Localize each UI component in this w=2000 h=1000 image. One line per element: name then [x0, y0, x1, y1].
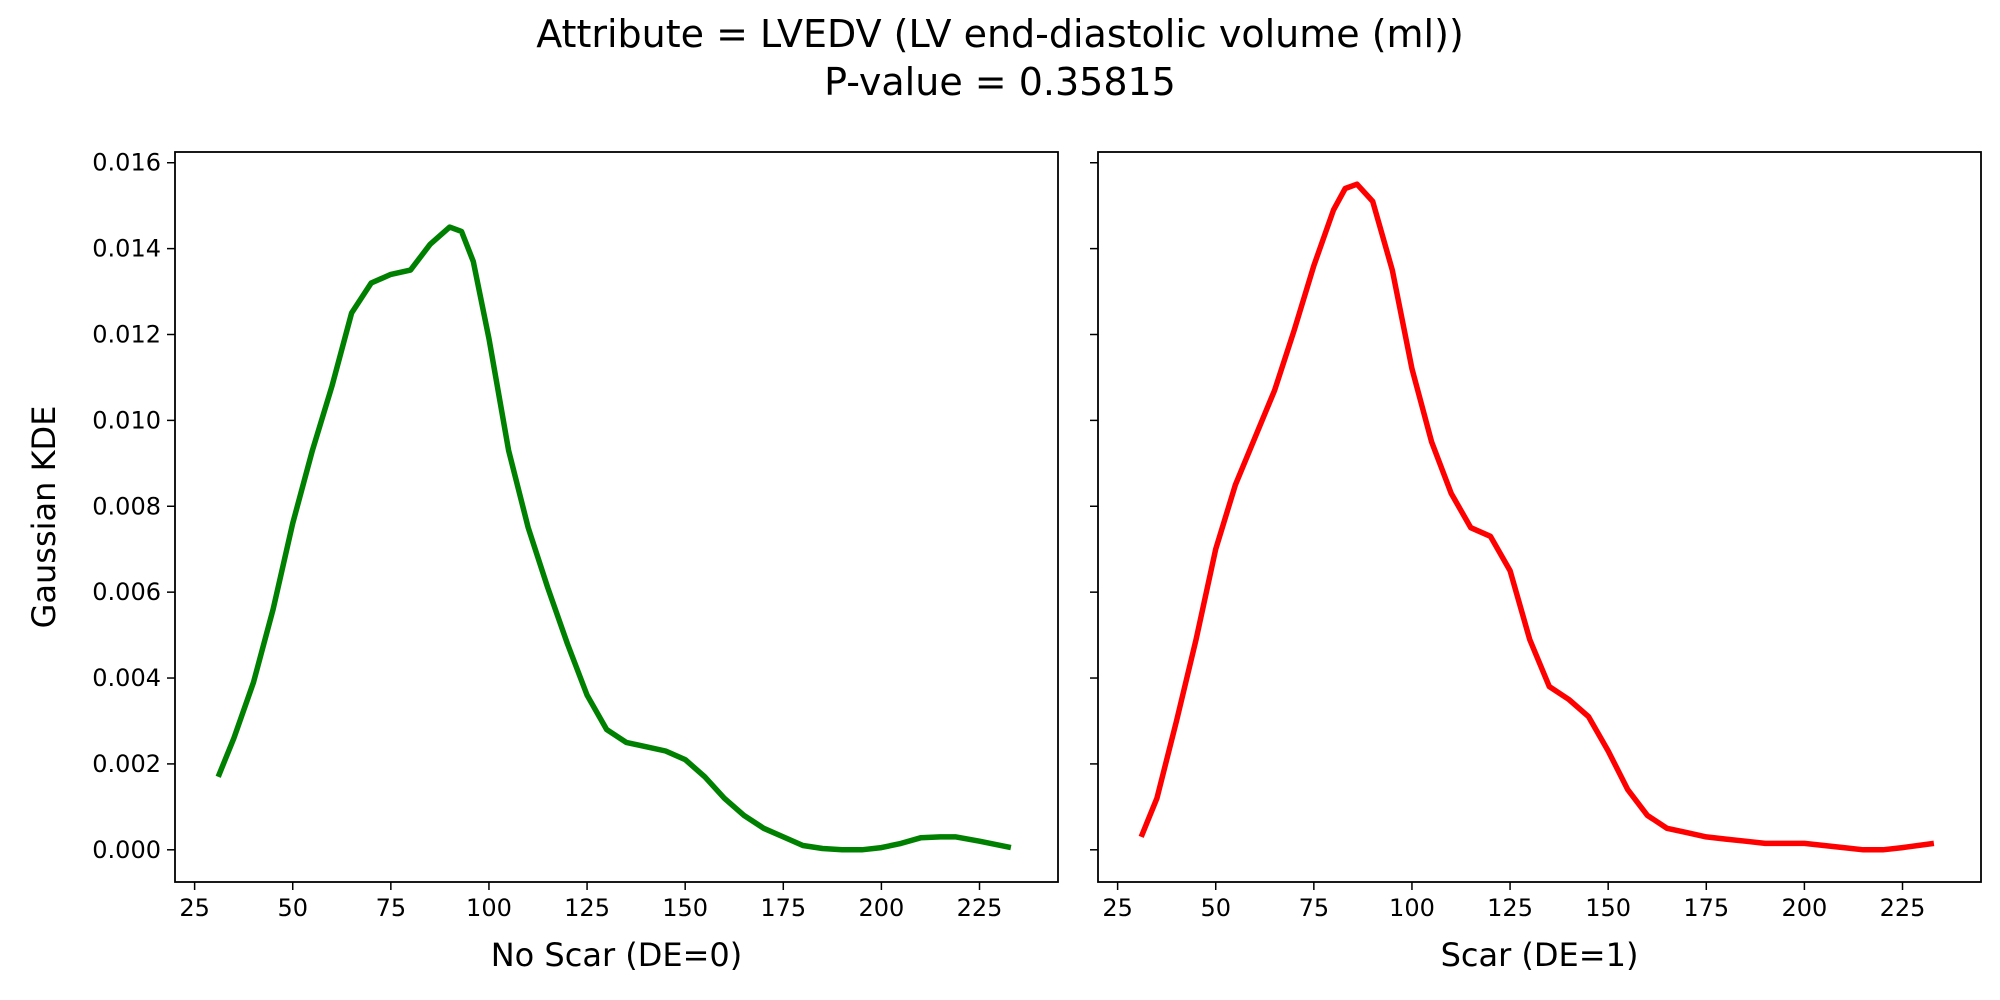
x-tick-label: 150	[1585, 894, 1631, 922]
x-tick-label: 100	[1389, 894, 1435, 922]
y-tick-label: 0.012	[92, 321, 161, 349]
y-tick-label: 0.004	[92, 664, 161, 692]
y-tick-label: 0.010	[92, 406, 161, 434]
chart-title: Attribute = LVEDV (LV end-diastolic volu…	[536, 12, 1464, 56]
x-tick-label: 175	[760, 894, 806, 922]
y-tick-label: 0.006	[92, 578, 161, 606]
x-tick-label: 50	[1200, 894, 1231, 922]
plot-frame	[1097, 151, 1982, 883]
x-axis-label: Scar (DE=1)	[1441, 936, 1639, 974]
x-axis-label: No Scar (DE=0)	[491, 936, 743, 974]
x-tick-label: 225	[957, 894, 1003, 922]
y-tick-label: 0.014	[92, 235, 161, 263]
chart-subtitle: P-value = 0.35815	[824, 60, 1176, 104]
y-tick-label: 0.000	[92, 836, 161, 864]
x-tick-label: 25	[1102, 894, 1133, 922]
x-tick-label: 200	[858, 894, 904, 922]
x-tick-label: 225	[1880, 894, 1926, 922]
x-tick-label: 100	[466, 894, 512, 922]
x-tick-label: 200	[1781, 894, 1827, 922]
x-tick-label: 50	[277, 894, 308, 922]
x-tick-label: 25	[179, 894, 210, 922]
x-tick-label: 125	[1487, 894, 1533, 922]
x-tick-label: 125	[564, 894, 610, 922]
x-tick-label: 175	[1683, 894, 1729, 922]
plot-frame	[174, 151, 1059, 883]
x-tick-label: 75	[376, 894, 407, 922]
y-tick-label: 0.016	[92, 149, 161, 177]
y-axis-label: Gaussian KDE	[25, 406, 63, 629]
y-tick-label: 0.002	[92, 750, 161, 778]
kde-line	[215, 224, 1012, 853]
x-tick-label: 150	[662, 894, 708, 922]
kde-line	[1138, 181, 1935, 853]
x-tick-label: 75	[1299, 894, 1330, 922]
y-tick-label: 0.008	[92, 492, 161, 520]
